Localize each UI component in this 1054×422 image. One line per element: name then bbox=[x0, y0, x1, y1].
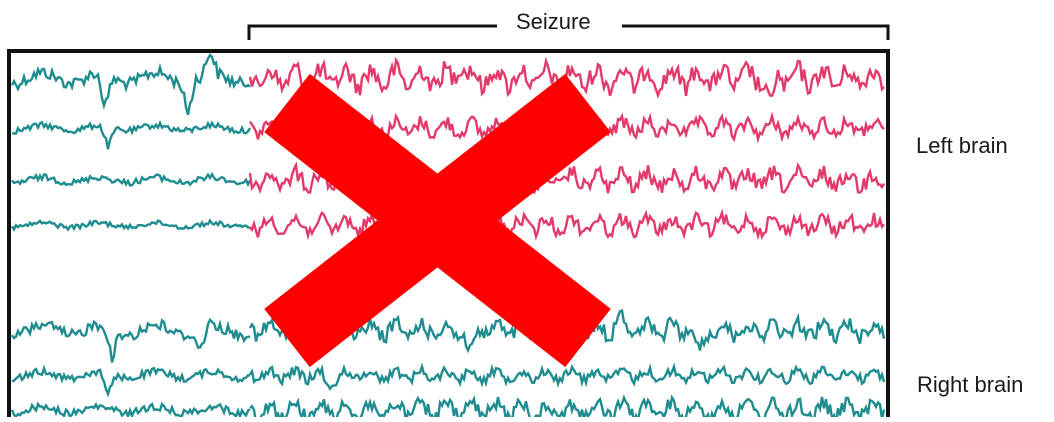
seizure-bracket bbox=[247, 24, 890, 40]
eeg-trace-normal-4 bbox=[10, 218, 251, 232]
eeg-trace-normal-1 bbox=[10, 53, 251, 116]
eeg-trace-seizure-6 bbox=[248, 362, 886, 391]
eeg-trace-seizure-1 bbox=[248, 56, 885, 99]
left-brain-label: Left brain bbox=[916, 133, 1008, 158]
eeg-trace-normal-6 bbox=[11, 364, 251, 398]
eeg-trace-seizure-7 bbox=[249, 394, 886, 422]
right-brain-label: Right brain bbox=[917, 372, 1024, 397]
eeg-trace-normal-7 bbox=[10, 401, 251, 421]
eeg-trace-seizure-4 bbox=[249, 208, 885, 241]
seizure-label: Seizure bbox=[508, 9, 599, 35]
red-x-cross-icon bbox=[264, 73, 611, 368]
eeg-trace-normal-2 bbox=[11, 119, 252, 150]
eeg-trace-normal-3 bbox=[11, 171, 252, 188]
eeg-trace-normal-5 bbox=[11, 317, 251, 363]
